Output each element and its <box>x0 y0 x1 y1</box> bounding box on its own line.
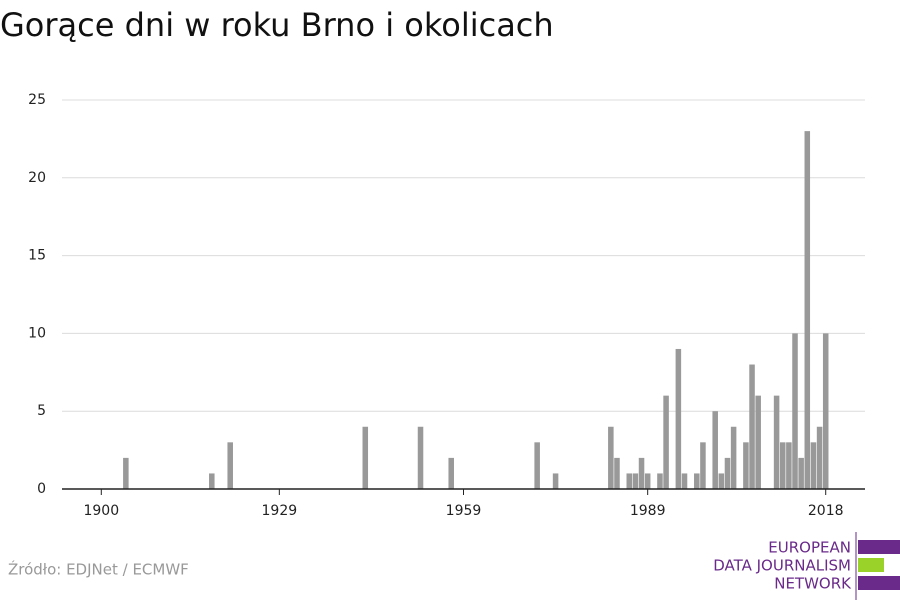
y-tick-label: 25 <box>28 92 46 108</box>
bar <box>614 457 620 489</box>
source: Źródło: EDJNet / ECMWF <box>8 560 189 579</box>
chart-title: Gorące dni w roku Brno i okolicach <box>0 6 554 44</box>
bar <box>822 333 829 489</box>
logo-bar <box>858 558 884 572</box>
y-tick-label: 15 <box>28 248 46 264</box>
bar <box>227 442 233 489</box>
logo-text: DATA JOURNALISM <box>713 557 851 575</box>
bar <box>804 131 811 489</box>
x-tick-label: 1900 <box>83 503 119 519</box>
bar <box>694 473 700 489</box>
logo-text: EUROPEAN <box>768 539 851 557</box>
x-tick-label: 1959 <box>446 503 482 519</box>
y-tick-label: 20 <box>28 170 46 186</box>
x-tick-label: 2018 <box>808 503 844 519</box>
bar <box>798 457 804 489</box>
bar <box>663 395 669 489</box>
bar <box>700 442 706 489</box>
bar <box>675 348 682 489</box>
bar <box>362 426 369 489</box>
bar <box>712 411 718 489</box>
logo-bar <box>858 540 900 554</box>
logo-text: NETWORK <box>774 575 852 593</box>
bar <box>810 442 817 489</box>
bar <box>773 395 780 489</box>
y-tick-label: 10 <box>28 325 46 341</box>
bar <box>718 473 725 489</box>
bar <box>779 442 786 489</box>
bar <box>755 395 761 489</box>
bar <box>534 442 540 489</box>
x-tick-label: 1929 <box>262 503 298 519</box>
bar <box>638 457 645 489</box>
bar <box>743 442 749 489</box>
bar <box>123 457 129 489</box>
bar <box>417 426 424 489</box>
bar <box>792 333 798 489</box>
bar <box>681 473 688 489</box>
bar <box>608 426 614 489</box>
bar <box>209 473 215 489</box>
bar <box>626 473 633 489</box>
bar <box>632 473 639 489</box>
y-tick-label: 0 <box>37 481 46 497</box>
bar <box>552 473 559 489</box>
bar <box>730 426 737 489</box>
bar <box>657 473 663 489</box>
bar <box>724 457 731 489</box>
bar <box>816 426 823 489</box>
bar <box>749 364 755 489</box>
bar <box>786 442 792 489</box>
y-tick-label: 5 <box>37 403 46 419</box>
bar <box>448 457 454 489</box>
bar <box>644 473 651 489</box>
x-tick-label: 1989 <box>630 503 666 519</box>
logo-bar <box>858 576 900 590</box>
